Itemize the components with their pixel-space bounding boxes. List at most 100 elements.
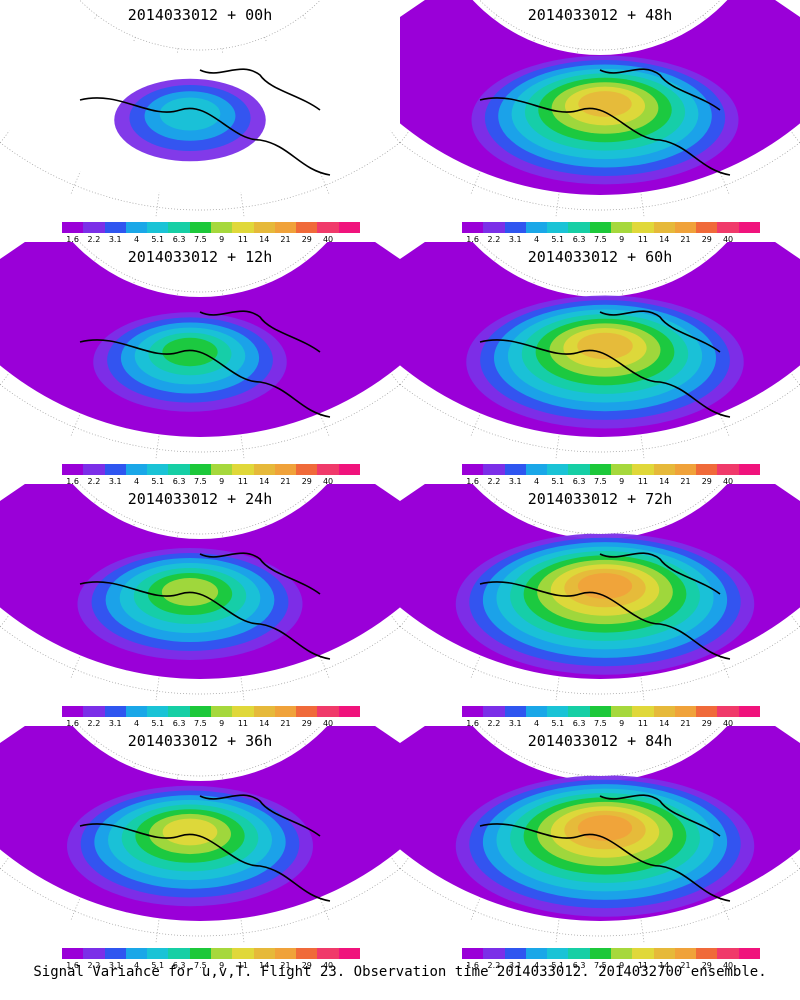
colorbar-swatch bbox=[62, 706, 84, 717]
colorbar-swatch bbox=[653, 222, 675, 233]
forecast-panel: 2014033012 + 60h 1.6 2.2 3.1 4 5.1 6.3 7.5 9 11 14… bbox=[400, 242, 800, 490]
colorbar-label: 1.6 bbox=[66, 235, 80, 244]
colorbar bbox=[462, 948, 760, 959]
colorbar-swatch bbox=[483, 948, 505, 959]
colorbar bbox=[62, 464, 360, 475]
colorbar-swatch bbox=[717, 706, 739, 717]
colorbar-label: 29 bbox=[301, 961, 312, 970]
colorbar-swatch bbox=[674, 222, 697, 233]
variance-map bbox=[0, 726, 400, 944]
colorbar-swatch bbox=[296, 706, 318, 717]
figure-caption: Signal Variance for u,v,T. Flight 23. Ob… bbox=[33, 964, 767, 980]
colorbar-labels: 1.6 2.2 3.1 4 5.1 6.3 7.5 9 11 14 21 29 40 bbox=[56, 719, 356, 729]
variance-map bbox=[0, 0, 400, 218]
colorbar-swatch bbox=[504, 706, 526, 717]
colorbar-label: 2.2 bbox=[87, 961, 101, 970]
variance-field bbox=[400, 484, 800, 680]
colorbar bbox=[462, 464, 760, 475]
colorbar-label: 29 bbox=[301, 477, 312, 486]
colorbar-swatch bbox=[62, 948, 84, 959]
colorbar-swatch bbox=[717, 464, 739, 475]
variance-field bbox=[400, 0, 800, 196]
colorbar-label: 11 bbox=[637, 961, 649, 970]
colorbar-label: 40 bbox=[722, 961, 734, 970]
forecast-panel: 2014033012 + 12h 1.6 2.2 3.1 4 5.1 6.3 7.5 9 11 14… bbox=[0, 242, 400, 490]
colorbar-label: 6.3 bbox=[572, 961, 586, 970]
colorbar-label: 1.6 bbox=[466, 235, 480, 244]
colorbar-label: 5.1 bbox=[551, 235, 565, 244]
colorbar-label: 2.2 bbox=[87, 235, 101, 244]
colorbar-swatch bbox=[696, 222, 718, 233]
colorbar-swatch bbox=[253, 948, 275, 959]
colorbar-label: 5.1 bbox=[151, 961, 165, 970]
colorbar-label: 29 bbox=[701, 235, 712, 244]
coastline bbox=[79, 310, 331, 418]
colorbar-label: 1.6 bbox=[466, 719, 480, 728]
colorbar-label: 5.1 bbox=[151, 235, 165, 244]
panel-title: 2014033012 + 60h bbox=[527, 248, 673, 266]
colorbar-swatch bbox=[568, 706, 590, 717]
panel-title: 2014033012 + 48h bbox=[527, 6, 673, 24]
colorbar-label: 7.5 bbox=[193, 477, 207, 486]
colorbar-swatch bbox=[147, 706, 169, 717]
colorbar-label: 3.1 bbox=[508, 235, 522, 244]
variance-map bbox=[400, 484, 800, 702]
colorbar-swatch bbox=[296, 948, 318, 959]
variance-field bbox=[400, 726, 800, 922]
colorbar-swatch bbox=[610, 222, 633, 233]
colorbar-swatch bbox=[168, 706, 190, 717]
coastline bbox=[479, 552, 731, 660]
colorbar-label: 6.3 bbox=[572, 477, 586, 486]
colorbar-label: 2.2 bbox=[487, 477, 501, 486]
colorbar-swatch bbox=[104, 706, 126, 717]
colorbar-swatch bbox=[232, 948, 254, 959]
colorbar-swatch bbox=[338, 222, 360, 233]
colorbar-swatch bbox=[210, 706, 233, 717]
colorbar-swatch bbox=[632, 706, 654, 717]
colorbar-label: 3.1 bbox=[108, 235, 122, 244]
colorbar-labels: 1.6 2.2 3.1 4 5.1 6.3 7.5 9 11 14 21 29 40 bbox=[456, 477, 756, 487]
coastline bbox=[79, 552, 331, 660]
colorbar-swatch bbox=[589, 222, 611, 233]
colorbar-labels: 1.6 2.2 3.1 4 5.1 6.3 7.5 9 11 14 21 29 40 bbox=[456, 961, 756, 971]
colorbar-swatch bbox=[296, 222, 318, 233]
colorbar-label: 3.1 bbox=[108, 477, 122, 486]
colorbar-label: 14 bbox=[259, 961, 270, 970]
colorbar-swatch bbox=[147, 464, 169, 475]
colorbar-label: 5.1 bbox=[551, 719, 565, 728]
variance-field bbox=[0, 0, 400, 196]
colorbar-label: 40 bbox=[322, 719, 334, 728]
colorbar-swatch bbox=[147, 222, 169, 233]
colorbar-swatch bbox=[210, 464, 233, 475]
colorbar-label: 21 bbox=[280, 235, 291, 244]
colorbar-swatch bbox=[83, 948, 105, 959]
variance-field bbox=[400, 242, 800, 438]
colorbar-labels: 1.6 2.2 3.1 4 5.1 6.3 7.5 9 11 14 21 29 40 bbox=[456, 235, 756, 245]
forecast-panel: 2014033012 + 24h 1.6 2.2 3.1 4 5.1 6.3 7.5 9 11 14… bbox=[0, 484, 400, 732]
colorbar-swatch bbox=[317, 706, 339, 717]
colorbar-labels: 1.6 2.2 3.1 4 5.1 6.3 7.5 9 11 14 21 29 40 bbox=[56, 961, 356, 971]
colorbar-swatch bbox=[189, 706, 211, 717]
colorbar-swatch bbox=[317, 948, 339, 959]
colorbar-swatch bbox=[525, 948, 548, 959]
colorbar-label: 4 bbox=[133, 477, 140, 486]
colorbar-swatch bbox=[338, 948, 360, 959]
colorbar-label: 4 bbox=[133, 719, 140, 728]
coastline bbox=[479, 68, 731, 176]
colorbar-label: 1.6 bbox=[66, 961, 80, 970]
colorbar bbox=[62, 948, 360, 959]
colorbar-label: 9 bbox=[219, 719, 225, 728]
colorbar-swatch bbox=[210, 222, 233, 233]
variance-map bbox=[400, 0, 800, 218]
colorbar-label: 29 bbox=[701, 477, 712, 486]
colorbar-swatch bbox=[547, 464, 569, 475]
colorbar-label: 6.3 bbox=[572, 235, 586, 244]
colorbar-swatch bbox=[125, 706, 148, 717]
colorbar-swatch bbox=[674, 948, 697, 959]
colorbar-swatch bbox=[274, 948, 297, 959]
colorbar-swatch bbox=[738, 464, 760, 475]
colorbar-swatch bbox=[653, 706, 675, 717]
colorbar-swatch bbox=[674, 464, 697, 475]
colorbar-label: 9 bbox=[219, 961, 225, 970]
colorbar-label: 7.5 bbox=[593, 477, 607, 486]
